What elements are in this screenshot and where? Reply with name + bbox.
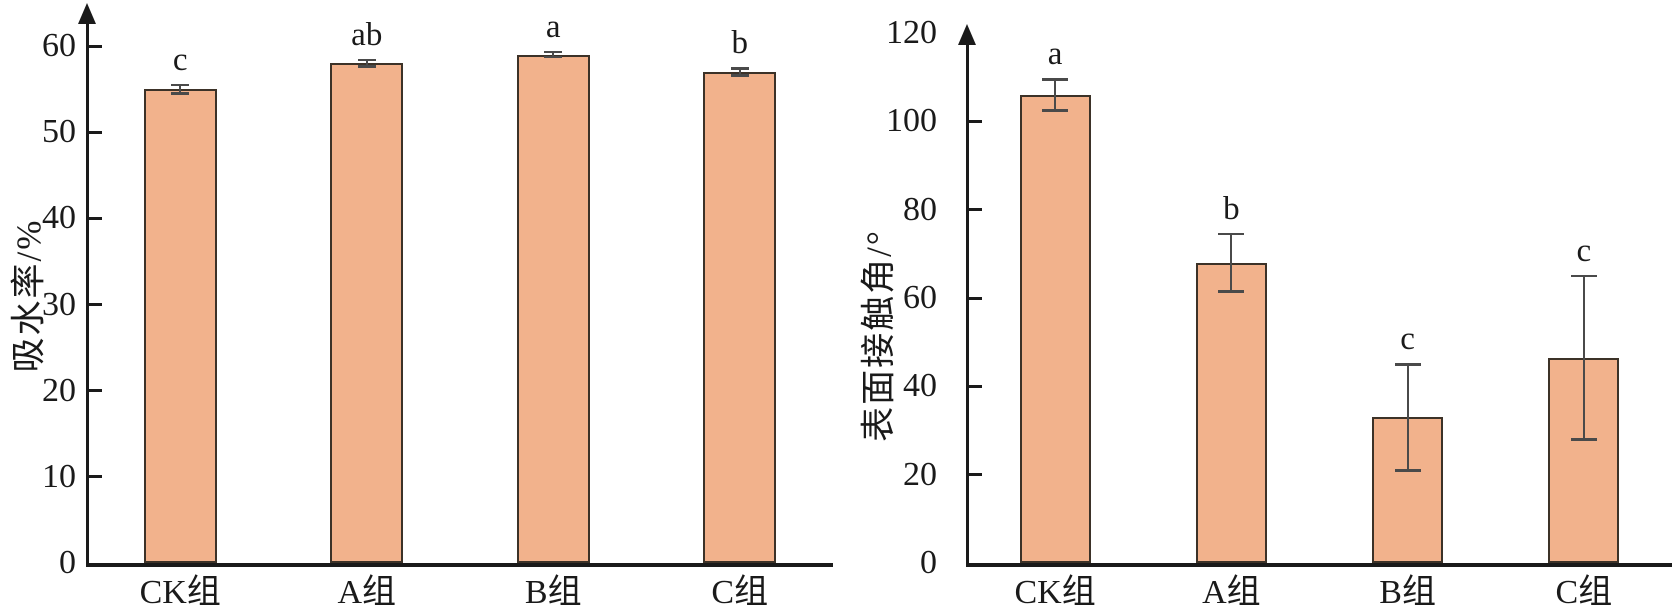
y-tick-mark xyxy=(968,119,982,123)
y-tick-label: 60 xyxy=(903,279,937,316)
y-axis-line xyxy=(85,17,89,563)
error-bar-cap xyxy=(730,67,749,70)
error-bar-cap xyxy=(357,65,376,68)
significance-letter: c xyxy=(172,41,188,78)
x-category-label: A组 xyxy=(1202,574,1261,611)
error-bar-line xyxy=(1582,275,1585,440)
error-bar-cap xyxy=(171,92,190,95)
significance-letter: a xyxy=(545,9,561,46)
error-bar-cap xyxy=(544,55,563,59)
error-bar-line xyxy=(365,59,368,67)
x-axis-line xyxy=(85,563,833,567)
x-category-label: A组 xyxy=(337,574,397,611)
y-tick-label: 0 xyxy=(59,544,76,581)
error-bar-cap xyxy=(1394,469,1421,472)
y-tick-label: 120 xyxy=(886,14,937,51)
error-bar-cap xyxy=(357,58,376,62)
error-bar-cap xyxy=(1218,232,1245,236)
y-tick-mark xyxy=(88,216,102,220)
significance-letter: b xyxy=(1223,190,1240,227)
y-tick-mark xyxy=(968,208,982,212)
error-bar-cap xyxy=(544,50,563,54)
x-category-label: CK组 xyxy=(1014,574,1096,611)
y-tick-mark xyxy=(88,475,102,479)
error-bar-line xyxy=(179,84,182,94)
y-axis-arrow-icon xyxy=(77,3,96,24)
error-bar-line xyxy=(1406,364,1409,471)
y-tick-mark xyxy=(968,384,982,388)
y-tick-mark xyxy=(88,130,102,134)
y-tick-label: 60 xyxy=(42,27,76,64)
y-tick-label: 40 xyxy=(903,367,937,405)
bar-2 xyxy=(330,63,404,563)
bar-3 xyxy=(516,54,590,563)
y-tick-label: 100 xyxy=(886,102,937,140)
x-category-label: C组 xyxy=(711,574,769,611)
x-category-label: CK组 xyxy=(139,574,221,611)
error-bar-line xyxy=(738,68,741,76)
error-bar-cap xyxy=(1570,274,1597,278)
error-bar-line xyxy=(1054,79,1057,111)
error-bar-line xyxy=(1230,233,1233,292)
bar-4 xyxy=(703,71,777,563)
y-tick-mark xyxy=(88,303,102,306)
x-category-label: B组 xyxy=(1379,574,1436,611)
y-tick-mark xyxy=(968,296,982,300)
y-tick-label: 40 xyxy=(42,199,76,237)
error-bar-cap xyxy=(1394,363,1421,366)
error-bar-cap xyxy=(1042,109,1069,112)
significance-letter: ab xyxy=(351,16,383,53)
y-axis-arrow-icon xyxy=(957,24,976,45)
bar-1 xyxy=(143,89,217,563)
error-bar-cap xyxy=(171,83,190,87)
error-bar-cap xyxy=(1570,438,1597,441)
significance-letter: c xyxy=(1576,232,1592,269)
bar-1 xyxy=(1019,94,1091,563)
error-bar-line xyxy=(552,52,555,58)
error-bar-cap xyxy=(1042,78,1069,81)
y-tick-label: 30 xyxy=(42,285,76,323)
significance-letter: c xyxy=(1400,321,1415,358)
y-tick-label: 80 xyxy=(903,190,937,228)
y-axis-line xyxy=(965,38,969,563)
error-bar-cap xyxy=(1218,290,1245,293)
y-tick-mark xyxy=(88,389,102,393)
x-axis-line xyxy=(965,563,1672,567)
significance-letter: b xyxy=(731,25,749,62)
x-category-label: C组 xyxy=(1555,574,1613,611)
y-tick-label: 10 xyxy=(42,457,76,495)
bar-2 xyxy=(1195,262,1267,563)
y-tick-label: 0 xyxy=(920,544,937,581)
y-tick-mark xyxy=(88,44,102,48)
significance-letter: a xyxy=(1047,36,1063,73)
y-tick-mark xyxy=(968,473,982,477)
y-tick-label: 20 xyxy=(42,371,76,409)
y-tick-label: 20 xyxy=(903,455,937,493)
y-tick-label: 50 xyxy=(42,113,76,151)
x-category-label: B组 xyxy=(524,574,582,611)
error-bar-cap xyxy=(730,74,749,77)
